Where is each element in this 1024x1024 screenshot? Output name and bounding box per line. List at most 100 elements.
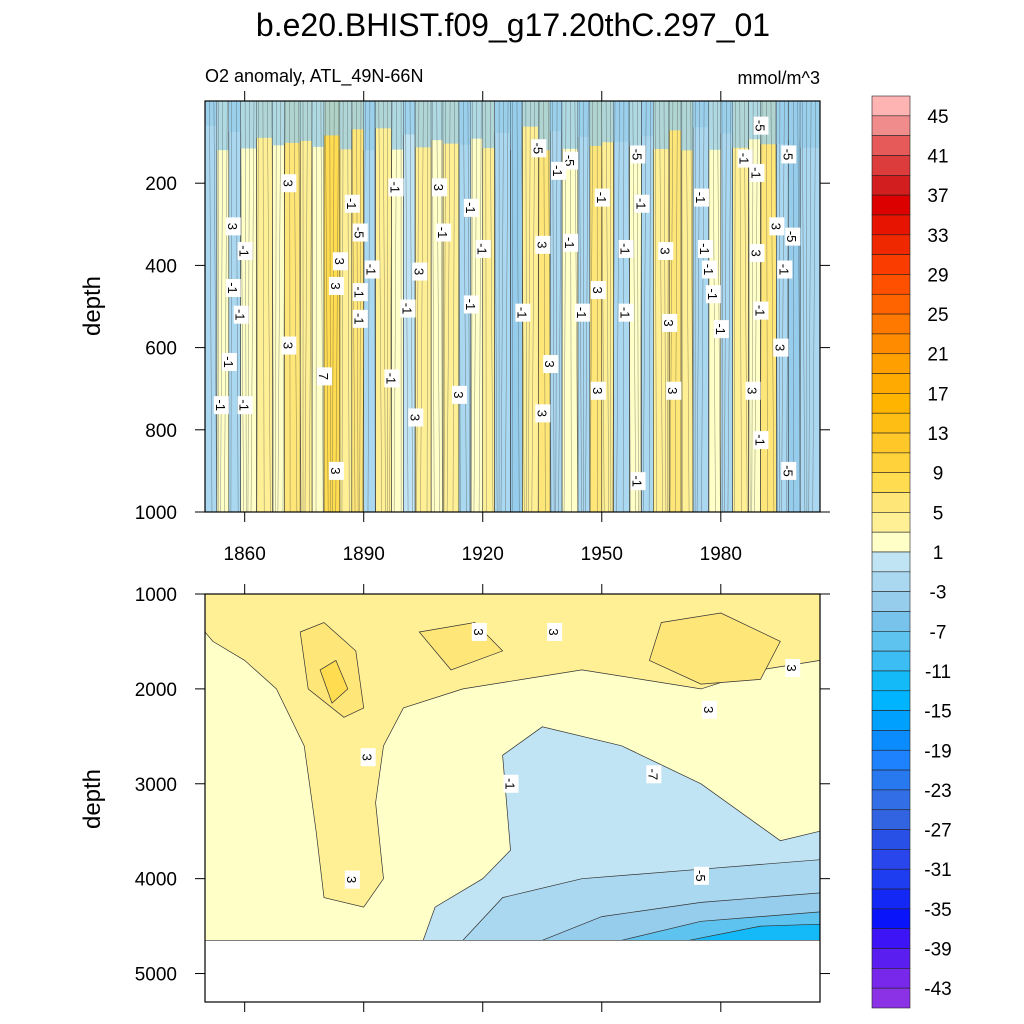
colorbar-segment [871, 710, 911, 731]
lower-contour-label: 3 [471, 622, 487, 641]
upper-contour-line [275, 100, 277, 513]
upper-contour-line [779, 100, 781, 513]
lower-contour-label: -1 [503, 774, 519, 793]
upper-contour-label-text: -5 [629, 149, 644, 161]
upper-contour-line [637, 100, 639, 513]
lower-y-axis-label: depth [79, 769, 106, 829]
upper-contour-line [271, 100, 275, 513]
upper-contour-label-bg [666, 381, 682, 400]
upper-contour-label: -5 [562, 151, 579, 170]
colorbar-segment [871, 313, 911, 335]
colorbar-tick-label: -7 [930, 622, 947, 643]
colorbar-segment [871, 175, 911, 196]
upper-contour-line [590, 100, 593, 513]
colorbar-segment [871, 492, 911, 513]
colorbar-segment [871, 512, 911, 533]
upper-contour-label-text: -1 [574, 307, 589, 319]
upper-contour-line [654, 100, 657, 513]
colorbar-tick-label: -31 [924, 860, 951, 881]
colorbar-segment [871, 115, 911, 136]
colorbar-tick-label: 21 [927, 345, 948, 366]
upper-surface-band-15 [403, 101, 416, 135]
upper-contour-label: -1 [749, 163, 765, 182]
upper-contour-label-bg [693, 188, 709, 207]
upper-x-tick-label: 1980 [700, 544, 742, 565]
upper-surface-band-36 [681, 101, 694, 151]
subtitle-units: mmol/m^3 [738, 68, 820, 88]
colorbar-tick-label: 13 [927, 424, 948, 445]
upper-contour-label-bg [412, 262, 428, 281]
upper-contour-label-bg [777, 260, 793, 279]
upper-contour-label: 3 [657, 242, 674, 261]
upper-contour-label-text: -1 [352, 286, 367, 298]
upper-contour-label: 3 [411, 262, 428, 281]
colorbar-tick-label: -11 [925, 662, 951, 683]
colorbar-tick-label: 33 [927, 226, 948, 247]
upper-contour-label: -1 [383, 369, 400, 388]
upper-contour-label-text: -5 [530, 142, 545, 154]
lower-contour-label-text: 3 [471, 628, 486, 635]
upper-contour-label-text: -5 [562, 155, 577, 167]
upper-contour-line [537, 100, 540, 513]
colorbar-segment [871, 908, 911, 929]
lower-contour-label-text: 3 [701, 706, 716, 713]
upper-contour-label-bg [384, 369, 400, 388]
upper-contour-line [356, 100, 359, 513]
upper-contour-label-bg [400, 299, 416, 318]
upper-contour-label-text: 3 [225, 223, 240, 230]
upper-surface-band-31 [613, 101, 630, 142]
lower-contour-label-text: -5 [693, 870, 708, 882]
upper-contour-line [770, 100, 775, 513]
upper-contour-label: -1 [344, 194, 360, 213]
upper-contour-label-text: 3 [772, 344, 787, 351]
upper-contour-label-bg [328, 276, 344, 295]
upper-contour-label-text: -1 [221, 356, 236, 368]
upper-contour-label-bg [237, 396, 253, 415]
upper-contour-label-bg [618, 303, 634, 322]
upper-contour-label-text: -1 [225, 282, 240, 294]
colorbar-segment [871, 393, 911, 414]
upper-contour-label-text: -1 [550, 165, 565, 177]
upper-contour-label: -1 [475, 239, 491, 258]
upper-surface-band-27 [562, 101, 578, 149]
upper-contour-label-text: -1 [344, 198, 359, 210]
upper-contour-line [331, 100, 335, 513]
upper-contour-label-text: -1 [237, 399, 252, 411]
upper-contour-line [505, 100, 509, 513]
colorbar: 45 41 37 33 29 25 21 17 13 9 5 1 -3 -7 -11 -15 -19 -23 -27… [871, 95, 952, 1009]
upper-contour-label-text: 3 [768, 223, 783, 230]
upper-contour-line [724, 100, 727, 513]
upper-contour-label-text: -5 [780, 465, 795, 477]
upper-contour-line [605, 100, 610, 513]
colorbar-segment [871, 987, 911, 1009]
upper-contour-line [797, 100, 801, 513]
lower-y-tick-label: 4000 [135, 870, 177, 891]
upper-contour-label-text: -1 [776, 264, 791, 276]
upper-contour-label-bg [328, 461, 344, 480]
colorbar-segment [871, 571, 911, 592]
upper-contour-label: -1 [737, 149, 753, 168]
upper-surface-band-3 [240, 101, 257, 149]
colorbar-segment [871, 730, 911, 751]
colorbar-segment [871, 948, 911, 969]
upper-contour-line [812, 100, 816, 513]
upper-y-tick-label: 400 [145, 256, 177, 277]
upper-contour-label: -5 [752, 116, 769, 135]
upper-contour-label-text: -1 [629, 475, 644, 487]
lower-contour-label-text: -7 [645, 768, 660, 780]
upper-surface-band-22 [494, 101, 511, 133]
upper-x-tick-label: 1890 [343, 544, 385, 565]
upper-contour-label-bg [594, 188, 610, 207]
upper-contour-label-bg [618, 239, 634, 258]
upper-contour-label: -1 [701, 260, 717, 279]
upper-surface-band-2 [228, 101, 241, 132]
upper-contour-label-text: 3 [590, 286, 605, 293]
colorbar-segment [871, 888, 911, 910]
lower-contour-label: 3 [701, 700, 717, 719]
upper-surface-band-33 [641, 101, 654, 137]
upper-contour-label: 3 [772, 338, 789, 357]
upper-contour-label-text: 3 [328, 467, 343, 474]
upper-contour-label-bg [233, 305, 249, 324]
colorbar-segment [871, 452, 911, 473]
colorbar-segment [871, 333, 911, 355]
